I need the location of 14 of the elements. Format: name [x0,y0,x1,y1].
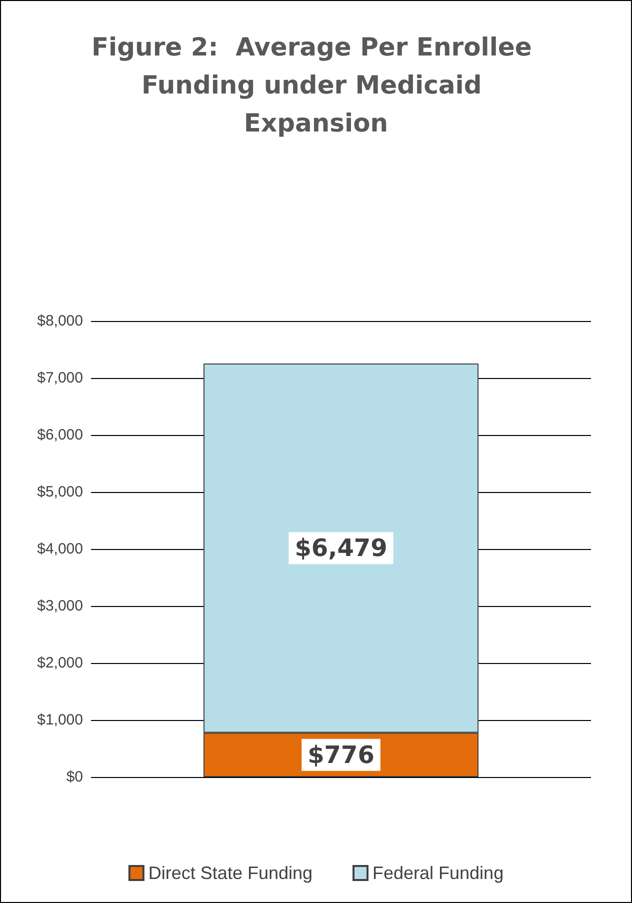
y-tick-label: $5,000 [37,484,83,500]
y-tick-label: $0 [66,768,83,786]
y-tick-label: $8,000 [37,312,83,330]
y-tick-label: $4,000 [37,540,83,558]
y-tick-label: $7,000 [37,370,83,386]
y-tick-label: $3,000 [37,598,83,614]
legend-label: Direct State Funding [148,863,313,883]
y-tick-label: $6,000 [37,426,83,444]
legend-label: Federal Funding [372,863,504,883]
y-tick-label: $2,000 [37,654,83,672]
data-label: $776 [308,740,374,769]
data-label: $6,479 [294,534,388,562]
y-tick-label: $1,000 [37,712,83,728]
chart-title: Figure 2: Average Per Enrollee Funding under Medicaid Expansion [91,32,541,138]
